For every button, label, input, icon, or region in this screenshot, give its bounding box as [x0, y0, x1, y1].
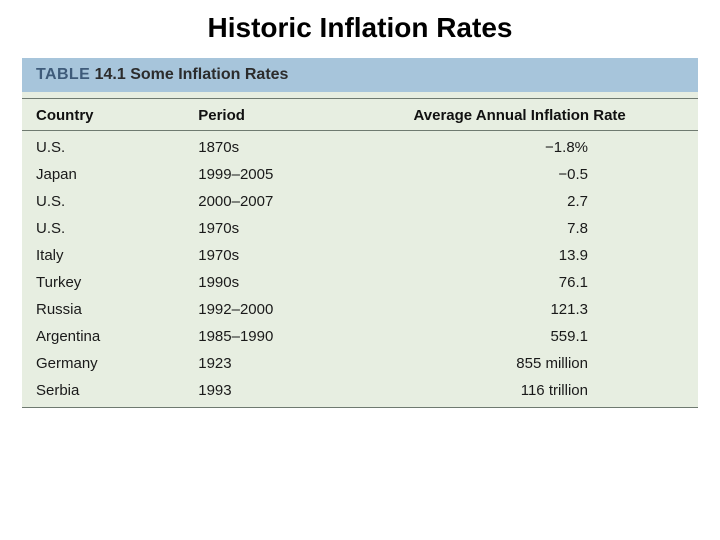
cell-country: U.S.: [22, 188, 184, 215]
cell-period: 1999–2005: [184, 161, 373, 188]
cell-country: U.S.: [22, 215, 184, 242]
cell-rate: −1.8%: [374, 130, 699, 161]
cell-country: Russia: [22, 296, 184, 323]
table-row: Turkey 1990s 76.1: [22, 269, 698, 296]
inflation-table: TABLE 14.1 Some Inflation Rates Country …: [22, 58, 698, 408]
table-row: Serbia 1993 116 trillion: [22, 377, 698, 408]
cell-country: Argentina: [22, 323, 184, 350]
data-table: Country Period Average Annual Inflation …: [22, 92, 698, 408]
cell-period: 1992–2000: [184, 296, 373, 323]
cell-rate: 76.1: [374, 269, 699, 296]
cell-rate: 2.7: [374, 188, 699, 215]
cell-period: 1990s: [184, 269, 373, 296]
table-row: Argentina 1985–1990 559.1: [22, 323, 698, 350]
cell-country: Germany: [22, 350, 184, 377]
page-title: Historic Inflation Rates: [0, 0, 720, 58]
cell-country: Japan: [22, 161, 184, 188]
col-header-rate: Average Annual Inflation Rate: [374, 98, 699, 130]
cell-period: 1993: [184, 377, 373, 408]
cell-country: Serbia: [22, 377, 184, 408]
table-caption-bar: TABLE 14.1 Some Inflation Rates: [22, 58, 698, 92]
table-header-row: Country Period Average Annual Inflation …: [22, 98, 698, 130]
table-row: Russia 1992–2000 121.3: [22, 296, 698, 323]
cell-period: 1985–1990: [184, 323, 373, 350]
cell-period: 1870s: [184, 130, 373, 161]
table-row: Italy 1970s 13.9: [22, 242, 698, 269]
col-header-country: Country: [22, 98, 184, 130]
table-row: U.S. 1970s 7.8: [22, 215, 698, 242]
cell-period: 1970s: [184, 242, 373, 269]
table-row: U.S. 2000–2007 2.7: [22, 188, 698, 215]
cell-country: U.S.: [22, 130, 184, 161]
cell-country: Italy: [22, 242, 184, 269]
cell-rate: 13.9: [374, 242, 699, 269]
table-row: U.S. 1870s −1.8%: [22, 130, 698, 161]
cell-rate: 121.3: [374, 296, 699, 323]
col-header-period: Period: [184, 98, 373, 130]
cell-period: 2000–2007: [184, 188, 373, 215]
table-caption-label: TABLE: [36, 66, 90, 83]
cell-period: 1970s: [184, 215, 373, 242]
cell-rate: 559.1: [374, 323, 699, 350]
table-row: Germany 1923 855 million: [22, 350, 698, 377]
cell-period: 1923: [184, 350, 373, 377]
cell-rate: 116 trillion: [374, 377, 699, 408]
cell-rate: 855 million: [374, 350, 699, 377]
cell-rate: −0.5: [374, 161, 699, 188]
cell-rate: 7.8: [374, 215, 699, 242]
table-caption-number: 14.1: [95, 66, 126, 83]
table-body: U.S. 1870s −1.8% Japan 1999–2005 −0.5 U.…: [22, 130, 698, 407]
table-row: Japan 1999–2005 −0.5: [22, 161, 698, 188]
cell-country: Turkey: [22, 269, 184, 296]
table-caption-title: Some Inflation Rates: [130, 66, 288, 83]
